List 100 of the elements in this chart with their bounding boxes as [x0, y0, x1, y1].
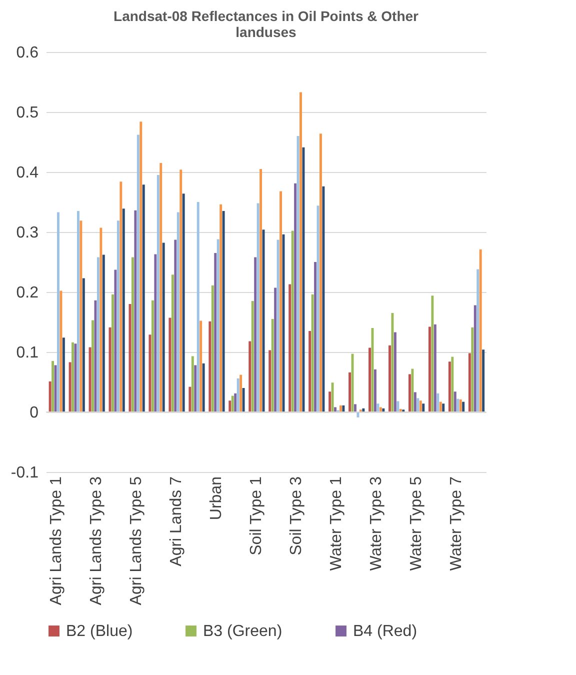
bar [96, 257, 100, 412]
x-tick-label: Agri Lands 7 [168, 476, 186, 566]
x-tick-label: Soil Type 3 [288, 476, 305, 556]
bar [156, 175, 160, 412]
bar [52, 361, 54, 412]
legend-label: B3 (Green) [203, 623, 282, 640]
bar [342, 405, 345, 412]
bar [271, 319, 274, 412]
bar [260, 169, 262, 412]
bar [356, 412, 360, 418]
x-tick-label: Water Type 7 [448, 476, 465, 571]
bar [151, 300, 154, 412]
bar [148, 334, 152, 412]
bar [196, 202, 200, 412]
y-tick-label: 0.4 [16, 164, 39, 182]
bar [57, 212, 60, 412]
bar [294, 183, 297, 412]
bar [320, 134, 322, 412]
bar [114, 270, 117, 412]
bar [48, 381, 52, 412]
bar [211, 285, 214, 412]
bar [174, 240, 177, 412]
bar [208, 321, 212, 412]
bar [314, 262, 316, 412]
bar [251, 301, 254, 412]
bar [72, 342, 74, 412]
bar [436, 393, 440, 412]
bar [348, 372, 352, 412]
bar [200, 320, 202, 412]
bar [82, 278, 85, 412]
bar [111, 294, 114, 412]
y-tick-label: 0.2 [16, 284, 39, 302]
bar [191, 356, 194, 412]
bar [422, 404, 425, 412]
bar [140, 122, 142, 412]
bar [168, 318, 172, 412]
bar [322, 186, 325, 412]
bar [311, 294, 314, 412]
legend-label: B2 (Blue) [66, 623, 133, 640]
x-tick-label: Agri Lands Type 1 [48, 476, 66, 606]
bar [220, 204, 222, 412]
y-tick-label: 0.3 [16, 224, 39, 242]
y-tick-label: 0.1 [16, 344, 39, 362]
bar [331, 382, 334, 412]
bar [131, 257, 134, 412]
bar [394, 332, 396, 412]
bar [231, 396, 234, 412]
bar [276, 240, 280, 412]
y-tick-label: 0.5 [16, 104, 39, 122]
bar [176, 212, 180, 412]
bar [291, 230, 294, 412]
bar [416, 398, 420, 412]
bar [228, 400, 232, 412]
bar [154, 254, 157, 412]
bar [442, 404, 445, 412]
bar [162, 242, 165, 412]
bar [391, 313, 394, 412]
bar [476, 269, 480, 412]
bar [379, 407, 382, 412]
bar [396, 401, 400, 412]
bar [376, 404, 380, 412]
chart-title: Landsat-08 Reflectances in Oil Points & Other landuses [114, 8, 420, 40]
bar [60, 290, 62, 412]
bar [368, 348, 371, 412]
bar [468, 353, 471, 412]
bar [334, 407, 336, 412]
bar [459, 399, 462, 412]
bar [188, 386, 192, 412]
bar [268, 350, 272, 412]
bar [62, 338, 65, 412]
bar [456, 398, 460, 412]
bar [234, 393, 237, 412]
bar [68, 362, 72, 412]
bar [280, 191, 282, 412]
bar [288, 284, 292, 412]
x-tick-label: Water Type 3 [368, 476, 385, 571]
bar [80, 220, 82, 412]
x-tick-label: Water Type 1 [328, 476, 345, 571]
bar [116, 220, 120, 412]
bar [134, 210, 137, 412]
bar [254, 257, 257, 412]
bar [100, 228, 102, 412]
bar [236, 378, 240, 412]
bar [94, 300, 97, 412]
y-tick-label: 0 [30, 404, 39, 422]
bar [76, 211, 80, 412]
legend-label: B4 (Red) [353, 623, 418, 640]
bar [414, 392, 416, 412]
bar [411, 368, 414, 412]
bar [419, 400, 422, 412]
bar [388, 345, 391, 412]
x-tick-label: Urban [208, 476, 226, 520]
bar [182, 194, 185, 412]
bar [180, 170, 182, 412]
bar [300, 92, 302, 412]
bar [434, 324, 436, 412]
x-tick-label: Soil Type 1 [248, 476, 266, 556]
bar [479, 249, 482, 412]
y-tick-label: -0.1 [10, 464, 39, 482]
bar [439, 402, 442, 412]
